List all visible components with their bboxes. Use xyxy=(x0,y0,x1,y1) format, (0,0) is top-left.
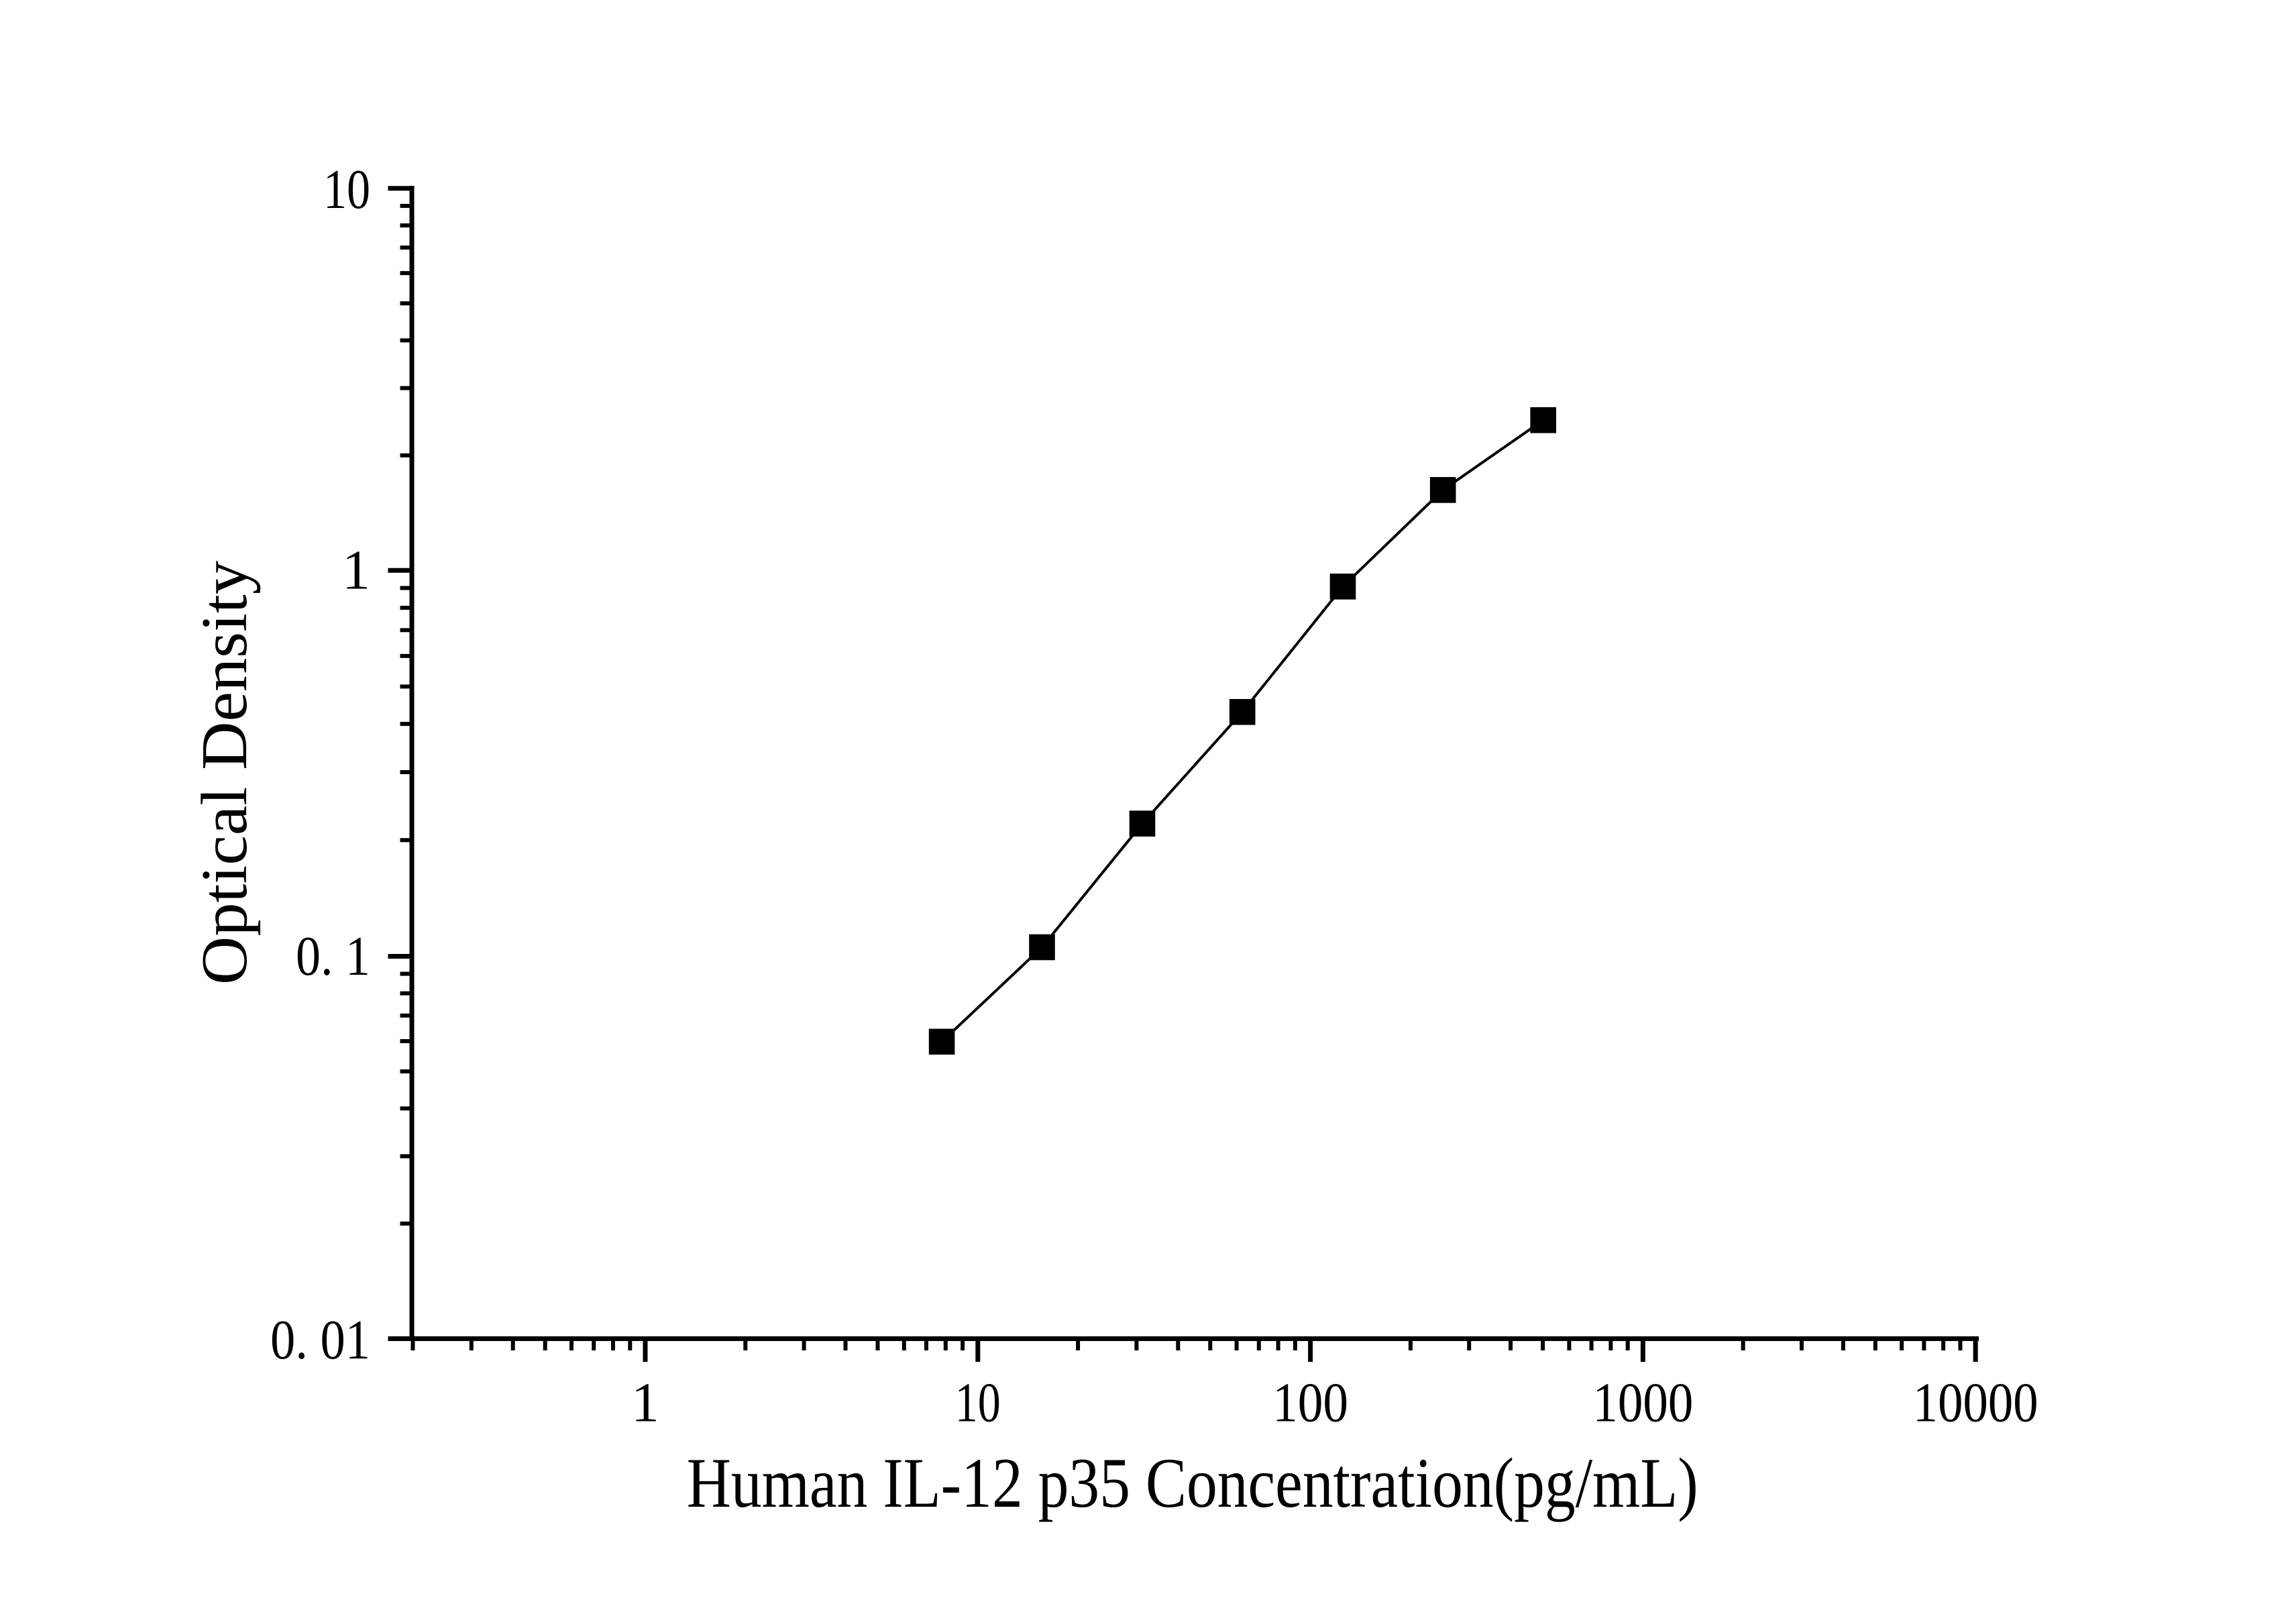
svg-text:Human IL-12 p35 Concentration(: Human IL-12 p35 Concentration(pg/mL) xyxy=(687,1444,1698,1522)
svg-text:10: 10 xyxy=(323,158,370,221)
svg-text:Optical Density: Optical Density xyxy=(188,561,261,985)
svg-text:100: 100 xyxy=(1272,1371,1348,1434)
svg-text:0. 1: 0. 1 xyxy=(296,925,370,987)
svg-text:1000: 1000 xyxy=(1592,1371,1693,1434)
svg-text:10: 10 xyxy=(955,1371,1001,1434)
svg-text:10000: 10000 xyxy=(1913,1371,2038,1434)
svg-text:1: 1 xyxy=(631,1371,659,1434)
svg-text:0. 01: 0. 01 xyxy=(270,1309,370,1371)
svg-text:1: 1 xyxy=(342,539,370,602)
